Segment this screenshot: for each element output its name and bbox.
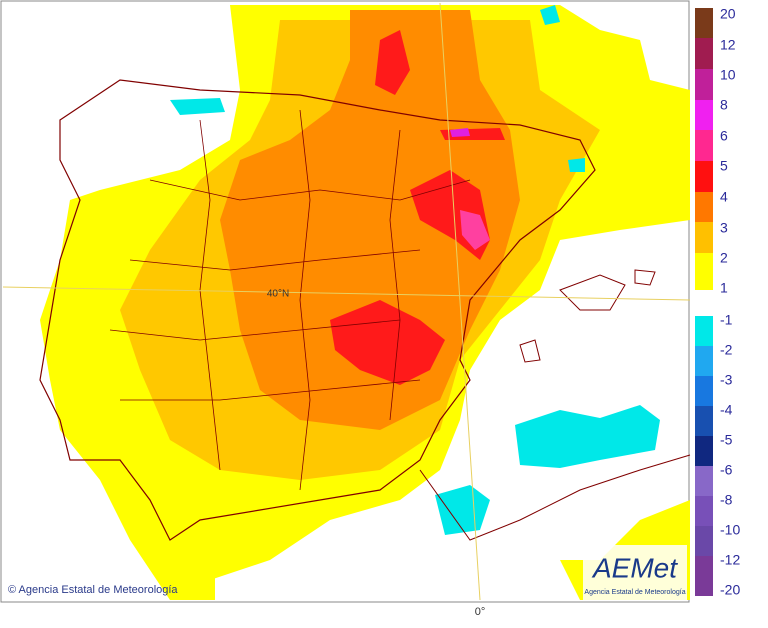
legend-label: -2 (720, 342, 733, 358)
legend-label: -8 (720, 492, 733, 508)
legend-label: 1 (720, 280, 728, 296)
legend-label: -5 (720, 432, 733, 448)
legend-label: -3 (720, 372, 733, 388)
legend-label: 10 (720, 67, 736, 83)
legend-label: 3 (720, 220, 728, 236)
longitude-label: 0° (475, 606, 486, 618)
legend-label: -1 (720, 312, 733, 328)
legend-label: -6 (720, 462, 733, 478)
legend (695, 8, 713, 596)
logo-name: AEMet (591, 552, 678, 583)
logo: AEMet Agencia Estatal de Meteorología (583, 545, 687, 600)
legend-label: 8 (720, 97, 728, 113)
legend-label: 2 (720, 250, 728, 266)
legend-label: 6 (720, 128, 728, 144)
legend-label: -4 (720, 402, 733, 418)
legend-label: 4 (720, 189, 728, 205)
legend-label: -10 (720, 522, 740, 538)
legend-label: 20 (720, 6, 736, 22)
legend-label: -20 (720, 582, 740, 598)
map-area (0, 0, 691, 603)
latitude-label: 40°N (267, 289, 289, 300)
logo-subtitle: Agencia Estatal de Meteorología (584, 589, 685, 596)
legend-label: -12 (720, 552, 740, 568)
legend-label: 5 (720, 158, 728, 174)
legend-label: 12 (720, 37, 736, 53)
copyright: © Agencia Estatal de Meteorología (8, 584, 178, 596)
